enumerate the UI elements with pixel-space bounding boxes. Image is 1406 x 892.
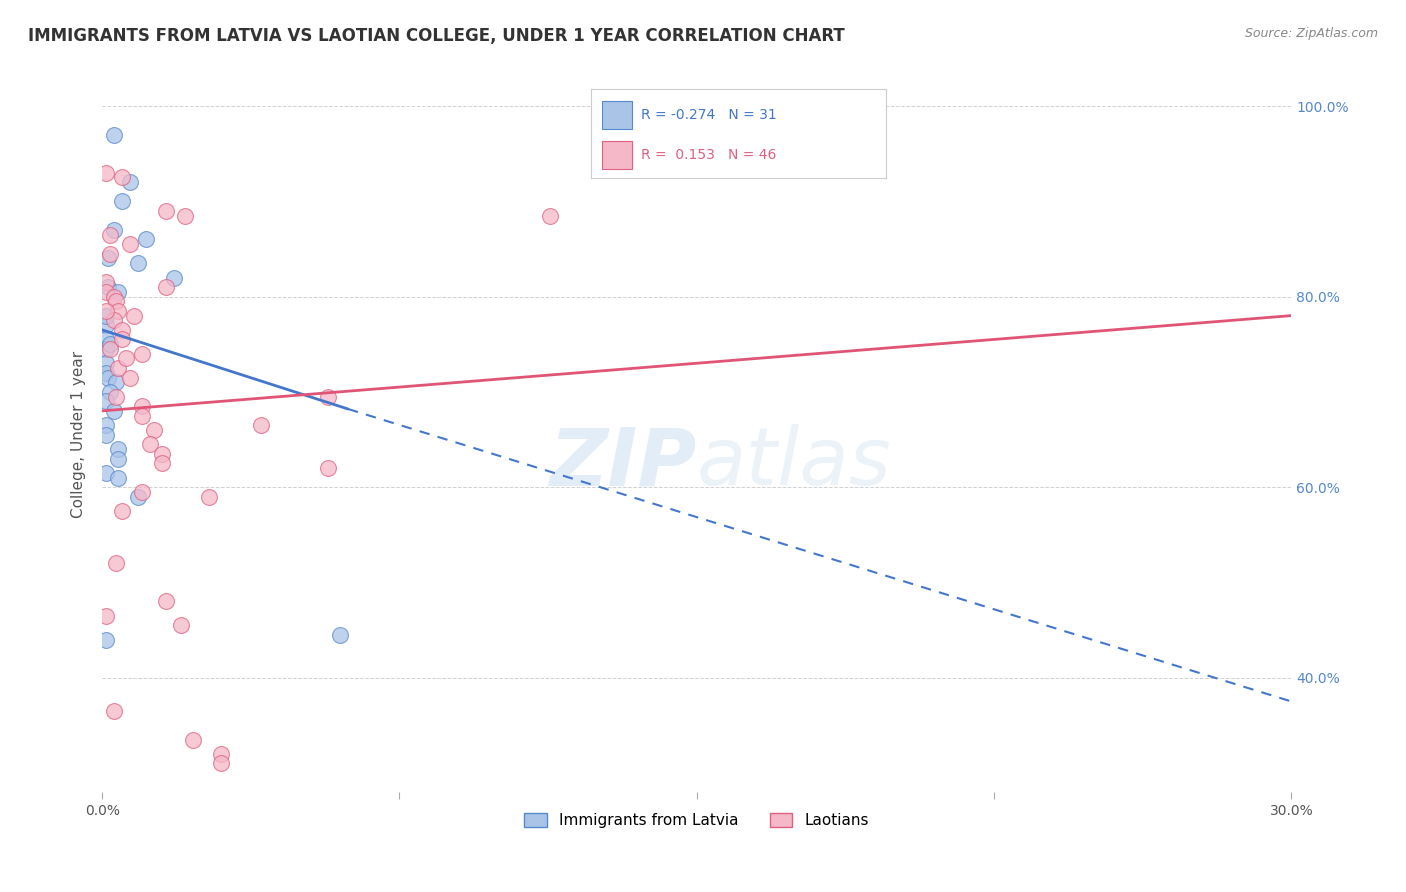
Point xyxy=(96,285,118,299)
Point xyxy=(118,237,141,252)
Point xyxy=(107,451,129,466)
Point xyxy=(131,347,153,361)
Point xyxy=(97,370,120,384)
Point xyxy=(96,356,118,370)
Point xyxy=(111,170,134,185)
Point xyxy=(96,418,118,433)
Point xyxy=(105,557,128,571)
Point xyxy=(111,194,134,209)
Point xyxy=(98,246,121,260)
Point xyxy=(183,732,205,747)
Point xyxy=(98,337,121,351)
Point xyxy=(645,156,668,170)
Point xyxy=(127,490,149,504)
Point xyxy=(131,484,153,499)
Point xyxy=(107,285,129,299)
Point xyxy=(96,466,118,480)
Point xyxy=(103,313,125,327)
Point xyxy=(96,275,118,289)
Point xyxy=(209,756,232,771)
Point xyxy=(105,294,128,309)
Text: IMMIGRANTS FROM LATVIA VS LAOTIAN COLLEGE, UNDER 1 YEAR CORRELATION CHART: IMMIGRANTS FROM LATVIA VS LAOTIAN COLLEG… xyxy=(28,27,845,45)
Point xyxy=(139,437,162,451)
Point xyxy=(107,361,129,376)
Point xyxy=(96,394,118,409)
Point xyxy=(111,333,134,347)
Point xyxy=(96,427,118,442)
Point xyxy=(538,209,561,223)
Text: Source: ZipAtlas.com: Source: ZipAtlas.com xyxy=(1244,27,1378,40)
Point xyxy=(96,342,118,356)
Point xyxy=(329,628,352,642)
Point xyxy=(162,270,184,285)
Text: R =  0.153   N = 46: R = 0.153 N = 46 xyxy=(641,148,776,162)
Point xyxy=(96,608,118,623)
Point xyxy=(103,704,125,718)
Point xyxy=(111,504,134,518)
Point xyxy=(96,366,118,380)
Point xyxy=(155,203,177,218)
Point xyxy=(127,256,149,270)
Point xyxy=(103,289,125,303)
Point xyxy=(96,318,118,333)
Point xyxy=(96,303,118,318)
Point xyxy=(118,175,141,189)
Point xyxy=(150,447,173,461)
Point xyxy=(103,223,125,237)
Point xyxy=(103,128,125,142)
Point xyxy=(97,252,120,266)
Point xyxy=(316,390,339,404)
Point xyxy=(118,370,141,384)
Point xyxy=(111,323,134,337)
Point xyxy=(155,280,177,294)
Point xyxy=(96,632,118,647)
Point xyxy=(170,618,193,632)
Point xyxy=(198,490,221,504)
Point xyxy=(209,747,232,761)
Point xyxy=(150,456,173,470)
Point xyxy=(97,280,120,294)
Point xyxy=(105,376,128,390)
Point xyxy=(96,333,118,347)
Point xyxy=(107,442,129,456)
Bar xyxy=(602,101,631,129)
Bar xyxy=(602,141,631,169)
Text: ZIP: ZIP xyxy=(550,425,697,502)
Point xyxy=(96,166,118,180)
Point xyxy=(115,351,138,366)
Point xyxy=(107,303,129,318)
Text: R = -0.274   N = 31: R = -0.274 N = 31 xyxy=(641,108,776,122)
Point xyxy=(142,423,165,437)
Point xyxy=(131,409,153,423)
Legend: Immigrants from Latvia, Laotians: Immigrants from Latvia, Laotians xyxy=(519,807,876,834)
Point xyxy=(98,342,121,356)
Point xyxy=(122,309,145,323)
Point xyxy=(96,309,118,323)
Y-axis label: College, Under 1 year: College, Under 1 year xyxy=(72,351,86,518)
Point xyxy=(174,209,197,223)
Point xyxy=(155,594,177,608)
Point xyxy=(103,404,125,418)
Text: atlas: atlas xyxy=(697,425,891,502)
Point xyxy=(105,390,128,404)
Point xyxy=(98,227,121,242)
Point xyxy=(131,399,153,413)
Point xyxy=(135,232,157,246)
Point xyxy=(249,418,271,433)
Point xyxy=(316,461,339,475)
Point xyxy=(98,384,121,399)
Point xyxy=(107,470,129,484)
